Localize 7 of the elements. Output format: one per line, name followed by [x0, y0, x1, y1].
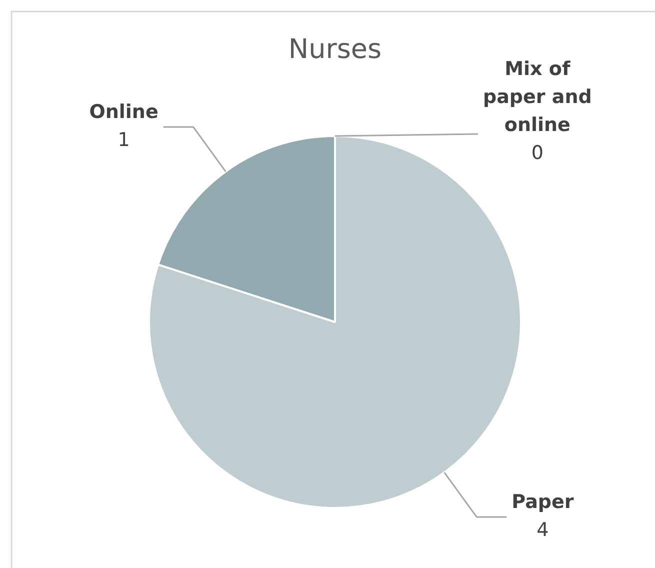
slice-label: Online [89, 100, 158, 123]
category-label: Mix of paper and online [483, 58, 592, 136]
text: 0 [531, 142, 544, 164]
chart-title: Nurses [288, 34, 382, 66]
data-label: 4 [536, 518, 549, 541]
data-label: 1 [118, 128, 130, 151]
slice-label: Paper [512, 490, 574, 513]
